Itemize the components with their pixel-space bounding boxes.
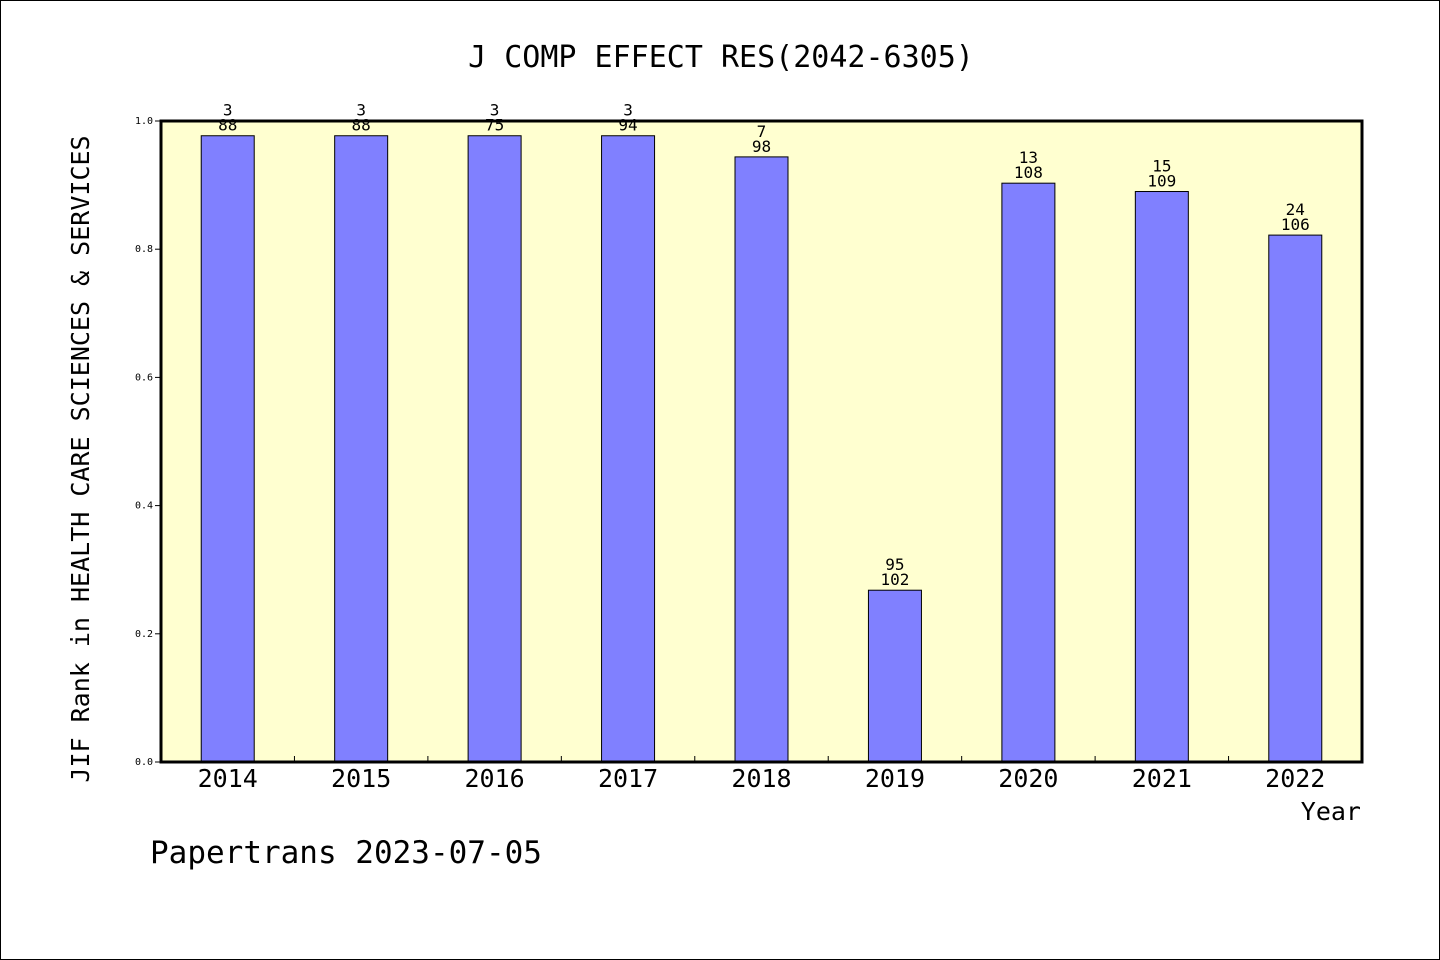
x-tick-label: 2020 bbox=[998, 764, 1058, 793]
x-tick-label: 2022 bbox=[1265, 764, 1325, 793]
footer-stamp: Papertrans 2023-07-05 bbox=[150, 835, 542, 871]
bar-2014 bbox=[200, 135, 255, 763]
bar-2016 bbox=[467, 135, 522, 763]
y-tick-label: 0.0 bbox=[135, 757, 153, 768]
y-tick-label: 0.4 bbox=[135, 501, 153, 512]
bar-total-label: 94 bbox=[618, 116, 637, 135]
bar-rank-label: 3 bbox=[490, 101, 500, 120]
bar-rank-label: 3 bbox=[623, 101, 633, 120]
y-tick-label: 1.0 bbox=[135, 116, 153, 127]
x-tick-label: 2015 bbox=[331, 764, 391, 793]
y-axis-label: JIF Rank in HEALTH CARE SCIENCES & SERVI… bbox=[66, 135, 95, 782]
chart-title: J COMP EFFECT RES(2042-6305) bbox=[468, 40, 974, 75]
bar-total-label: 108 bbox=[1014, 163, 1043, 182]
bar-2021 bbox=[1134, 191, 1189, 763]
bar-2018 bbox=[734, 156, 789, 763]
bar-total-label: 75 bbox=[485, 116, 504, 135]
y-tick-label: 0.2 bbox=[135, 629, 153, 640]
bar-rank-label: 95 bbox=[885, 555, 904, 574]
bar-total-label: 88 bbox=[218, 116, 237, 135]
bar-rank-label: 3 bbox=[356, 101, 366, 120]
bar-total-label: 98 bbox=[752, 137, 771, 156]
y-tick-label: 0.8 bbox=[135, 244, 153, 255]
bar-rank-label: 7 bbox=[757, 122, 767, 141]
x-tick-label: 2014 bbox=[198, 764, 258, 793]
x-tick-label: 2021 bbox=[1132, 764, 1192, 793]
bar-2020 bbox=[1001, 182, 1056, 763]
bar-2022 bbox=[1268, 234, 1323, 763]
plot-border bbox=[159, 119, 1364, 764]
bar-total-label: 88 bbox=[352, 116, 371, 135]
x-axis-label: Year bbox=[1301, 797, 1361, 826]
bar-total-label: 102 bbox=[880, 570, 909, 589]
bar-total-label: 106 bbox=[1281, 215, 1310, 234]
bar-rank-label: 24 bbox=[1286, 200, 1305, 219]
bar-2015 bbox=[334, 135, 389, 763]
bar-rank-label: 13 bbox=[1019, 148, 1038, 167]
bar-2017 bbox=[601, 135, 656, 763]
x-tick-label: 2017 bbox=[598, 764, 658, 793]
bar-total-label: 109 bbox=[1147, 172, 1176, 191]
y-tick-label: 0.6 bbox=[135, 372, 153, 383]
bar-rank-label: 3 bbox=[223, 101, 233, 120]
bar-2019 bbox=[867, 589, 922, 763]
x-tick-label: 2019 bbox=[865, 764, 925, 793]
bar-rank-label: 15 bbox=[1152, 157, 1171, 176]
x-tick-label: 2018 bbox=[731, 764, 791, 793]
x-tick-label: 2016 bbox=[465, 764, 525, 793]
